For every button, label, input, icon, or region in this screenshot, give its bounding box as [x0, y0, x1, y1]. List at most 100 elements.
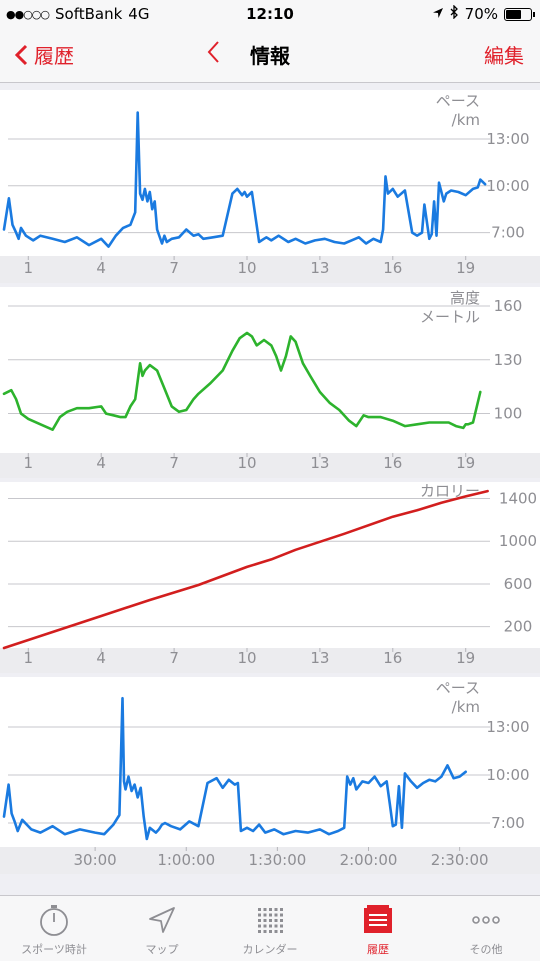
y-tick-label: 7:00 [491, 224, 525, 242]
pace-time-chart-svg: 7:00 10:00 13:00 ペース/km 30:00 1:00:00 1:30:00 2… [0, 679, 540, 874]
series-line [2, 489, 489, 650]
x-tick-label: 1:30:00 [248, 851, 306, 869]
x-tick-label: 1 [24, 259, 34, 277]
carrier-name: SoftBank [55, 5, 123, 23]
x-tick-label: 1 [24, 454, 34, 472]
y-tick-label: 7:00 [491, 814, 525, 832]
chevron-left-icon [207, 41, 219, 63]
x-tick-label: 16 [383, 259, 402, 277]
bluetooth-icon [450, 4, 459, 23]
y-tick-label: 160 [494, 297, 523, 315]
back-button-label: 履歴 [34, 44, 74, 68]
status-time: 12:10 [246, 5, 294, 23]
navigation-bar: 履歴 情報 編集 [0, 28, 540, 83]
calendar-dot [274, 913, 278, 917]
calendar-dot [274, 908, 278, 911]
chart-unit-label: メートル [420, 308, 480, 326]
tab-label: スポーツ時計 [21, 943, 87, 956]
x-tick-label: 7 [169, 649, 179, 667]
tab-label: その他 [469, 943, 503, 956]
x-axis-band [0, 648, 540, 673]
tab-more[interactable]: その他 [432, 896, 540, 961]
tab-label: 履歴 [367, 943, 389, 956]
x-tick-label: 10 [237, 454, 256, 472]
tab-calendar[interactable]: カレンダー [216, 896, 324, 961]
series-line [2, 331, 482, 431]
calendar-dot [258, 919, 261, 922]
calendar-dot [263, 908, 267, 911]
x-tick-label: 4 [96, 259, 106, 277]
battery-percent: 70% [464, 5, 498, 23]
series-line [2, 111, 487, 248]
x-tick-label: 2:00:00 [340, 851, 398, 869]
x-tick-label: 13 [310, 649, 329, 667]
back-button[interactable]: 履歴 [14, 40, 74, 69]
chart-unit-label: /km [452, 111, 480, 129]
previous-item-button[interactable] [206, 40, 220, 68]
y-tick-label: 10:00 [486, 177, 529, 195]
tab-sports-watch[interactable]: スポーツ時計 [0, 896, 108, 961]
stopwatch-icon [40, 905, 68, 936]
title-wrap: 情報 [0, 40, 540, 69]
x-axis-band [0, 847, 540, 874]
calendar-dot [280, 908, 283, 911]
x-axis-band [0, 256, 540, 283]
chart-title: 高度 [450, 289, 480, 307]
x-tick-label: 16 [383, 454, 402, 472]
calendar-dot [280, 924, 283, 928]
battery-fill [506, 9, 522, 19]
tab-history[interactable]: 履歴 [324, 896, 432, 961]
battery-icon [504, 7, 535, 21]
y-tick-label: 13:00 [486, 718, 529, 736]
x-tick-label: 1 [24, 649, 34, 667]
history-icon [364, 905, 392, 933]
pace-time-chart: 7:00 10:00 13:00 ペース/km 30:00 1:00:00 1:30:00 2… [0, 677, 540, 874]
tab-bar: スポーツ時計 マップ カレンダー 履歴 その他 [0, 895, 540, 961]
x-tick-label: 4 [96, 454, 106, 472]
pace-distance-chart-svg: 7:00 10:00 13:00 ペース/km 1 4 7 10 13 16 19 [0, 92, 540, 283]
calendar-dot [263, 924, 267, 928]
x-tick-label: 13 [310, 454, 329, 472]
x-tick-label: 7 [169, 454, 179, 472]
chart-title: カロリー [420, 482, 480, 500]
calendar-dot [258, 908, 261, 911]
calendar-dot [269, 924, 272, 928]
calendar-dot [269, 913, 272, 917]
network-type: 4G [128, 5, 150, 23]
x-tick-label: 13 [310, 259, 329, 277]
calendar-dot [263, 919, 267, 922]
tab-label: マップ [145, 943, 179, 956]
location-arrow-icon [432, 5, 444, 23]
page-title: 情報 [250, 44, 290, 68]
x-tick-label: 30:00 [74, 851, 117, 869]
map-arrow-icon [149, 907, 175, 933]
calendar-dot [263, 913, 267, 917]
y-tick-label: 13:00 [486, 130, 529, 148]
calendar-dot [280, 919, 283, 922]
calories-distance-chart: 200 600 1000 1400 カロリー 1 4 7 10 13 16 19 [0, 482, 540, 673]
chart-title: ペース [436, 679, 480, 697]
calendar-dot [269, 908, 272, 911]
calendar-dot [263, 930, 267, 933]
edit-button[interactable]: 編集 [484, 44, 524, 68]
calories-distance-chart-svg: 200 600 1000 1400 カロリー 1 4 7 10 13 16 19 [0, 482, 540, 673]
x-tick-label: 19 [456, 259, 475, 277]
calendar-dot [280, 930, 283, 933]
calendar-dot [274, 930, 278, 933]
y-tick-label: 1400 [499, 490, 537, 508]
tab-map[interactable]: マップ [108, 896, 216, 961]
x-tick-label: 4 [96, 649, 106, 667]
calendar-dot [269, 919, 272, 922]
status-right-group: 70% [432, 4, 535, 23]
y-tick-label: 200 [504, 618, 533, 636]
calendar-dot [274, 919, 278, 922]
x-tick-label: 16 [383, 649, 402, 667]
tab-label: カレンダー [242, 943, 298, 956]
calendar-dot [258, 924, 261, 928]
y-tick-label: 600 [504, 575, 533, 593]
calendar-dot [274, 924, 278, 928]
x-axis-band [0, 453, 540, 478]
status-bar: ●●○○○ SoftBank 4G 12:10 70% [0, 0, 540, 28]
y-tick-label: 1000 [499, 532, 537, 550]
